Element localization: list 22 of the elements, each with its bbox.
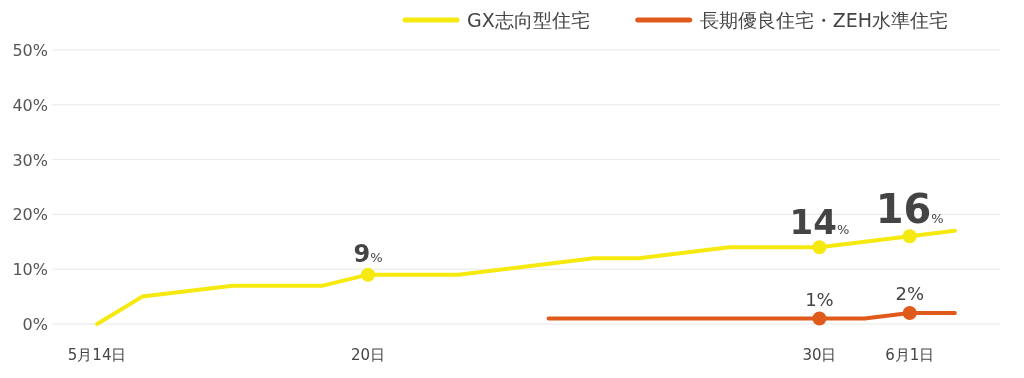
data-label: 1% — [805, 288, 834, 310]
x-tick-label: 30日 — [802, 346, 837, 364]
y-tick-label: 30% — [12, 150, 48, 170]
x-tick-label: 6月1日 — [885, 346, 935, 364]
point — [812, 240, 827, 255]
x-tick-label: 20日 — [350, 346, 386, 364]
data-label: 14% — [789, 202, 850, 243]
point — [361, 267, 375, 282]
legend-label: 長期優良住宅・ZEH水準住宅 — [699, 9, 949, 31]
y-tick-label: 20% — [12, 205, 48, 225]
y-tick-label: 10% — [12, 260, 48, 280]
y-tick-label: 50% — [12, 41, 48, 60]
point — [812, 311, 827, 326]
x-tick-label: 5月14日 — [67, 346, 127, 364]
data-label: 2% — [895, 283, 924, 305]
point — [902, 306, 917, 321]
y-tick-label: 0% — [22, 315, 48, 334]
data-label: 16% — [875, 186, 944, 233]
point — [902, 229, 917, 244]
data-label: 9% — [353, 239, 383, 268]
legend-label: GX志向型住宅 — [467, 9, 590, 31]
y-tick-label: 40% — [12, 95, 48, 115]
